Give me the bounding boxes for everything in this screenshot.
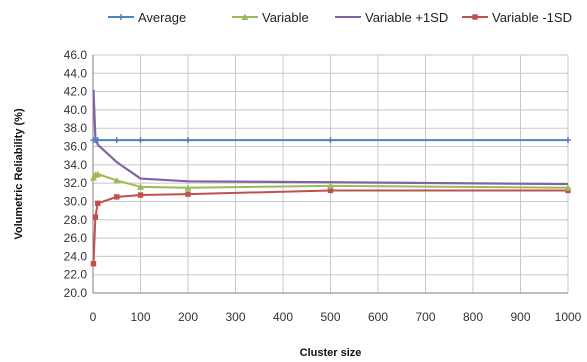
data-point	[113, 176, 121, 184]
plot-area	[89, 89, 572, 267]
y-tick-label: 30.0	[64, 194, 88, 208]
x-tick-label: 100	[130, 310, 150, 324]
y-tick-label: 42.0	[64, 85, 88, 99]
y-tick-label: 38.0	[64, 121, 88, 135]
x-tick-label: 1000	[555, 310, 582, 324]
data-point	[184, 184, 192, 191]
x-tick-label: 400	[273, 310, 293, 324]
data-point	[565, 137, 571, 144]
data-point	[185, 137, 191, 144]
legend-label: Average	[138, 10, 186, 25]
y-axis-title: Volumetric Reliability (%)	[13, 108, 25, 240]
x-tick-label: 0	[90, 310, 97, 324]
y-tick-label: 40.0	[64, 103, 88, 117]
y-tick-label: 46.0	[64, 48, 88, 62]
data-point	[113, 137, 120, 144]
grid	[92, 54, 569, 294]
legend-label: Variable +1SD	[365, 10, 448, 25]
legend-entry: Average	[108, 10, 186, 25]
data-point	[137, 137, 144, 144]
data-point	[95, 200, 101, 206]
legend-entry: Variable +1SD	[335, 10, 448, 25]
data-point	[118, 14, 124, 20]
y-tick-label: 44.0	[64, 66, 88, 80]
x-tick-label: 500	[320, 310, 340, 324]
data-point	[114, 194, 120, 200]
data-point	[327, 137, 334, 144]
series-average	[90, 137, 571, 144]
data-point	[327, 182, 334, 189]
y-tick-label: 28.0	[64, 213, 88, 227]
y-tick-label: 24.0	[64, 249, 88, 263]
data-point	[472, 14, 478, 20]
x-tick-label: 300	[225, 310, 245, 324]
axis-ticks: 20.0 22.0 24.0 26.0 28.0 30.0 32.0 34.0 36.0 38.0…	[64, 48, 582, 324]
data-point	[137, 192, 144, 198]
legend-label: Variable -1SD	[492, 10, 572, 25]
data-point	[327, 187, 334, 194]
x-axis-title: Cluster size	[300, 347, 362, 359]
y-tick-label: 26.0	[64, 231, 88, 245]
data-point	[90, 261, 97, 267]
legend-entry: Variable -1SD	[462, 10, 572, 25]
x-tick-label: 600	[368, 310, 388, 324]
y-tick-label: 36.0	[64, 140, 88, 154]
y-tick-label: 20.0	[64, 286, 88, 300]
x-tick-label: 900	[510, 310, 530, 324]
x-tick-label: 700	[415, 310, 435, 324]
data-point	[564, 184, 572, 191]
series-variable-1sd	[90, 187, 571, 267]
y-tick-label: 34.0	[64, 158, 88, 172]
legend-entry: Variable	[232, 10, 309, 25]
y-tick-label: 22.0	[64, 268, 88, 282]
data-point	[241, 13, 249, 20]
legend-label: Variable	[262, 10, 309, 25]
x-tick-label: 200	[178, 310, 198, 324]
y-tick-label: 32.0	[64, 176, 88, 190]
x-tick-label: 800	[463, 310, 483, 324]
legend: Average Variable Variable +1SD Variable -1S…	[108, 10, 572, 25]
data-point	[94, 170, 102, 177]
data-point	[185, 191, 191, 197]
series-variable	[89, 170, 572, 191]
data-point	[92, 214, 99, 220]
data-point	[94, 137, 101, 144]
data-point	[137, 183, 144, 190]
